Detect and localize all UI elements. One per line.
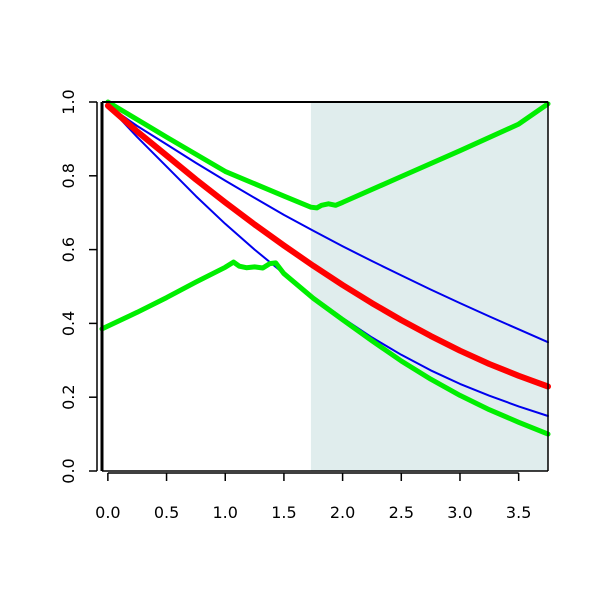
y-tick-label: 0.2 xyxy=(59,384,78,409)
x-tick-label: 3.0 xyxy=(447,503,472,522)
y-tick-label: 0.8 xyxy=(59,163,78,188)
x-tick-label: 3.5 xyxy=(506,503,531,522)
series-line-center-estimate xyxy=(104,102,551,390)
series-layer xyxy=(99,99,551,437)
x-tick-label: 1.5 xyxy=(271,503,296,522)
x-tick-label: 2.5 xyxy=(389,503,414,522)
plot-frame xyxy=(100,101,549,472)
x-tick-label: 2.0 xyxy=(330,503,355,522)
x-tick-label: 0.5 xyxy=(154,503,179,522)
y-tick-label: 0.4 xyxy=(59,311,78,336)
series-line-upper-blue-band xyxy=(106,104,549,344)
y-tick-label: 1.0 xyxy=(59,89,78,114)
x-tick-label: 0.0 xyxy=(95,503,120,522)
x-tick-label: 1.0 xyxy=(213,503,238,522)
series-line-upper-green-band xyxy=(105,99,551,211)
y-tick-label: 0.6 xyxy=(59,237,78,262)
y-axis: 0.0 0.2 0.4 0.6 0.8 1.0 xyxy=(59,89,98,484)
series-line-lower-green-band xyxy=(99,259,551,437)
y-tick-label: 0.0 xyxy=(59,458,78,483)
x-axis: 0.0 0.5 1.0 1.5 2.0 2.5 3.0 3.5 xyxy=(95,472,531,522)
